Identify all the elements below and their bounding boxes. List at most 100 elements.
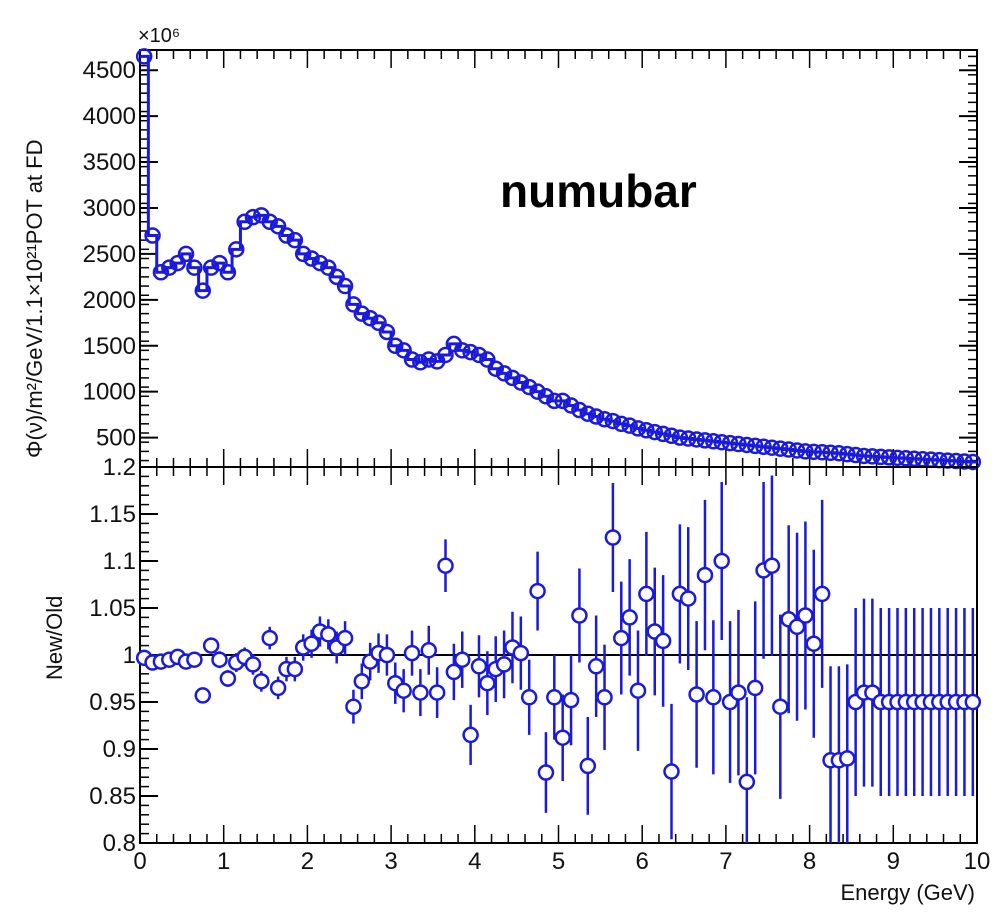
flux-point — [956, 453, 973, 470]
flux-point — [897, 450, 915, 467]
ratio-y-tick-label: 1.1 — [103, 548, 136, 575]
flux-point — [738, 436, 756, 454]
ratio-point — [495, 656, 513, 673]
flux-point — [705, 433, 722, 450]
ratio-point — [654, 632, 672, 650]
ratio-point — [479, 674, 496, 692]
flux-point — [403, 351, 421, 368]
flux-y-tick-label: 3500 — [83, 149, 136, 176]
flux-point — [395, 342, 412, 359]
ratio-point — [345, 698, 362, 715]
flux-point — [186, 259, 203, 276]
ratio-point — [261, 629, 278, 647]
flux-point — [420, 351, 438, 368]
ratio-point — [679, 590, 697, 607]
ratio-point — [763, 557, 781, 574]
flux-point — [905, 450, 923, 467]
ratio-series — [135, 475, 982, 843]
flux-point — [663, 427, 680, 445]
ratio-point — [571, 607, 588, 624]
ratio-point — [746, 679, 764, 697]
flux-y-tick-label: 4000 — [83, 103, 136, 130]
flux-point — [613, 415, 630, 433]
flux-point — [512, 374, 530, 391]
flux-y-axis-title: Φ(ν)/m²/GeV/1.1×10²¹POT at FD — [22, 140, 47, 459]
ratio-point — [219, 670, 237, 687]
ratio-y-tick-label: 0.8 — [103, 830, 136, 857]
flux-point — [713, 433, 730, 451]
flux-point — [872, 448, 889, 466]
ratio-point — [772, 698, 789, 715]
ratio-point — [336, 629, 354, 647]
flux-y-tick-label: 2000 — [83, 287, 136, 314]
ratio-point — [738, 773, 756, 791]
flux-point — [730, 435, 747, 453]
ratio-y-axis-title: New/Old — [42, 596, 67, 680]
ratio-point — [638, 585, 655, 603]
flux-point — [855, 447, 873, 465]
flux-point — [629, 420, 647, 437]
ratio-y-tick-label: 1.15 — [89, 501, 136, 528]
flux-point — [763, 439, 781, 456]
flux-point — [278, 227, 295, 244]
flux-point — [487, 360, 504, 377]
ratio-point — [562, 691, 580, 709]
x-tick-label: 10 — [964, 848, 991, 875]
ratio-point — [320, 626, 337, 643]
flux-point — [345, 296, 362, 313]
flux-y-tick-label: 1500 — [83, 333, 136, 360]
ratio-y-tick-label: 0.9 — [103, 736, 136, 763]
ratio-point — [596, 689, 613, 706]
x-tick-label: 2 — [301, 848, 314, 875]
ratio-point — [453, 651, 471, 668]
flux-point — [554, 392, 571, 410]
ratio-point — [813, 585, 831, 603]
x-tick-label: 4 — [468, 848, 481, 875]
ratio-y-tick-label: 0.85 — [89, 783, 136, 810]
ratio-point — [437, 557, 454, 574]
flux-point — [412, 354, 429, 371]
flux-point — [504, 369, 521, 387]
ratio-point — [554, 729, 571, 746]
ratio-y-axis: 0.8 0.85 0.9 0.95 1 1.05 1.1 1.15 1.2 — [89, 454, 158, 857]
ratio-point — [202, 637, 220, 654]
ratio-y-tick-label: 0.95 — [89, 689, 136, 716]
flux-point — [671, 429, 689, 446]
ratio-point — [194, 687, 212, 704]
ratio-point — [705, 689, 722, 706]
flux-y-tick-label: 2500 — [83, 241, 136, 268]
x-tick-label: 8 — [803, 848, 816, 875]
flux-point — [479, 351, 496, 368]
ratio-y-tick-label: 1 — [123, 642, 136, 669]
flux-point — [947, 452, 965, 470]
ratio-point — [211, 651, 228, 668]
flux-point — [286, 231, 304, 249]
flux-y-tick-label: 3000 — [83, 195, 136, 222]
ratio-point — [579, 757, 597, 775]
flux-point — [596, 410, 613, 428]
ratio-point — [688, 686, 705, 703]
flux-plot-frame — [139, 49, 978, 468]
ratio-point — [420, 642, 438, 659]
flux-point — [688, 431, 705, 448]
flux-point — [772, 440, 789, 457]
ratio-point — [412, 684, 429, 701]
ratio-point — [696, 566, 714, 584]
flux-point — [211, 254, 228, 272]
x-tick-label: 3 — [384, 848, 397, 875]
flux-point — [571, 401, 588, 419]
flux-point — [830, 444, 848, 462]
flux-point — [537, 388, 555, 405]
flux-point — [546, 392, 563, 410]
flux-point — [219, 264, 237, 281]
x-tick-label: 5 — [552, 848, 565, 875]
flux-point — [679, 430, 697, 447]
ratio-point — [253, 673, 270, 690]
flux-point — [311, 254, 329, 272]
flux-y-tick-label: 500 — [96, 425, 136, 452]
flux-point — [320, 259, 337, 276]
ratio-point — [805, 635, 823, 652]
ratio-panel: 0.8 0.85 0.9 0.95 1 1.05 1.1 1.15 1.2 0 1 2 3 4 5 6 7 8 9… — [42, 454, 990, 905]
flux-point — [562, 397, 580, 414]
